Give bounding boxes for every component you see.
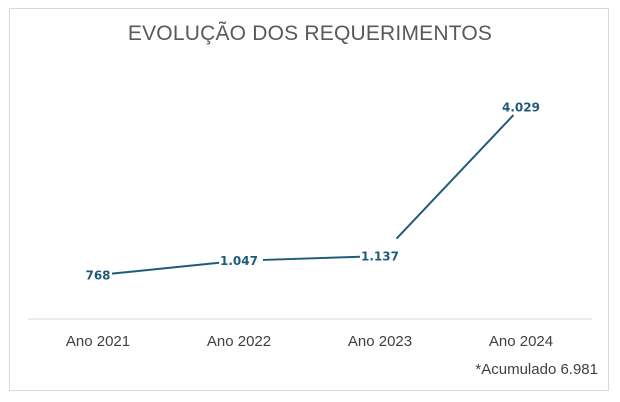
data-label-2: 1.047 — [220, 254, 258, 268]
x-tick-label-2: Ano 2022 — [207, 333, 271, 350]
data-label-3: 1.137 — [361, 250, 399, 264]
series-line-segment-3 — [395, 114, 515, 240]
x-tick-label-3: Ano 2023 — [348, 333, 412, 350]
chart-frame — [9, 8, 609, 391]
series-line-segment-2 — [262, 255, 361, 261]
data-label-1: 768 — [85, 269, 110, 283]
chart-title: EVOLUÇÃO DOS REQUERIMENTOS — [127, 22, 493, 45]
x-tick-label-1: Ano 2021 — [66, 333, 130, 350]
x-tick-label-4: Ano 2024 — [489, 333, 553, 350]
series-line-segment-1 — [111, 261, 220, 275]
data-label-4: 4.029 — [502, 101, 540, 115]
cumulative-note: *Acumulado 6.981 — [475, 361, 598, 378]
